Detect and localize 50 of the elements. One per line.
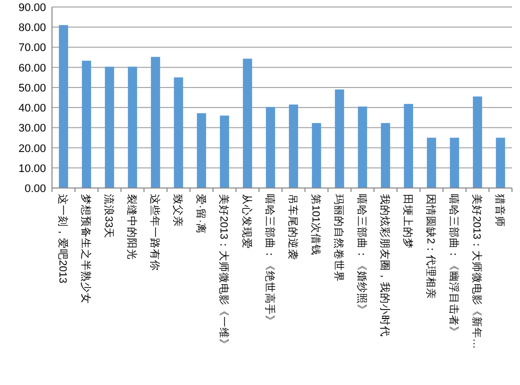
y-tick-label: 60.00 — [18, 62, 46, 74]
x-tick-label: 梦想预备生之半熟少女 — [80, 194, 92, 304]
y-tick-label: 20.00 — [18, 142, 46, 155]
bar — [220, 116, 230, 188]
x-tick-label: 这一刻，爱吧2013 — [56, 194, 70, 284]
x-tick-label: 吊车尾的逆袭 — [286, 194, 300, 260]
x-tick-label: 裂缝中的阳光 — [126, 194, 138, 260]
bar — [266, 106, 276, 188]
x-tick-label: 猎音师 — [494, 194, 506, 227]
y-tick-label: 80.00 — [18, 22, 46, 34]
bar — [174, 77, 184, 188]
y-tick-label: 90.00 — [18, 2, 46, 14]
y-tick-label: 70.00 — [18, 42, 46, 54]
y-tick-label: 10.00 — [18, 162, 46, 175]
x-tick-label: 田埂上的梦 — [402, 194, 414, 249]
bar — [82, 60, 92, 188]
x-tick-label: 嘻哈三部曲：《婚纱照》 — [356, 194, 368, 315]
bar — [196, 113, 206, 188]
bar — [288, 104, 298, 188]
x-tick-label: 美好2013：大师微电影《一维》 — [218, 194, 230, 350]
x-tick-label: 嘻哈三部曲：《幽浮目击者》 — [448, 194, 460, 337]
x-tick-label: 从心发现爱 — [240, 194, 254, 249]
bar — [150, 56, 160, 188]
bar — [426, 138, 436, 188]
bar — [358, 106, 368, 188]
x-tick-label: 爱·留·离 — [194, 194, 208, 234]
bar — [128, 66, 138, 188]
x-tick-label: 这些年一路有你 — [148, 194, 162, 271]
y-tick-label: 30.00 — [18, 122, 46, 135]
x-tick-label: 玛丽的自然卷世界 — [332, 194, 346, 282]
x-tick-label: 美好2013：大师微电影《新年… — [470, 194, 484, 349]
bar — [496, 138, 506, 188]
x-tick-label: 流浪33天 — [102, 194, 116, 239]
x-tick-label: 嘻哈三部曲：《绝世高手》 — [264, 194, 276, 326]
bar — [242, 58, 252, 188]
x-tick-label: 因情圆缺2：代理相亲 — [424, 194, 438, 299]
bar — [58, 25, 68, 188]
bar — [334, 89, 344, 188]
bar — [472, 96, 482, 188]
bar — [404, 104, 414, 188]
y-tick-label: 40.00 — [18, 102, 46, 115]
bar — [312, 123, 322, 188]
bar — [104, 66, 114, 188]
y-tick-label: 50.00 — [18, 82, 46, 94]
x-tick-label: 我的炫彩朋友圈，我的小时代 — [378, 194, 392, 337]
x-tick-label: 第101次借钱 — [310, 194, 322, 256]
x-tick-label: 致父亲 — [172, 194, 184, 227]
bar — [450, 138, 460, 188]
bar — [380, 123, 390, 188]
y-tick-label: 0.00 — [24, 183, 46, 195]
